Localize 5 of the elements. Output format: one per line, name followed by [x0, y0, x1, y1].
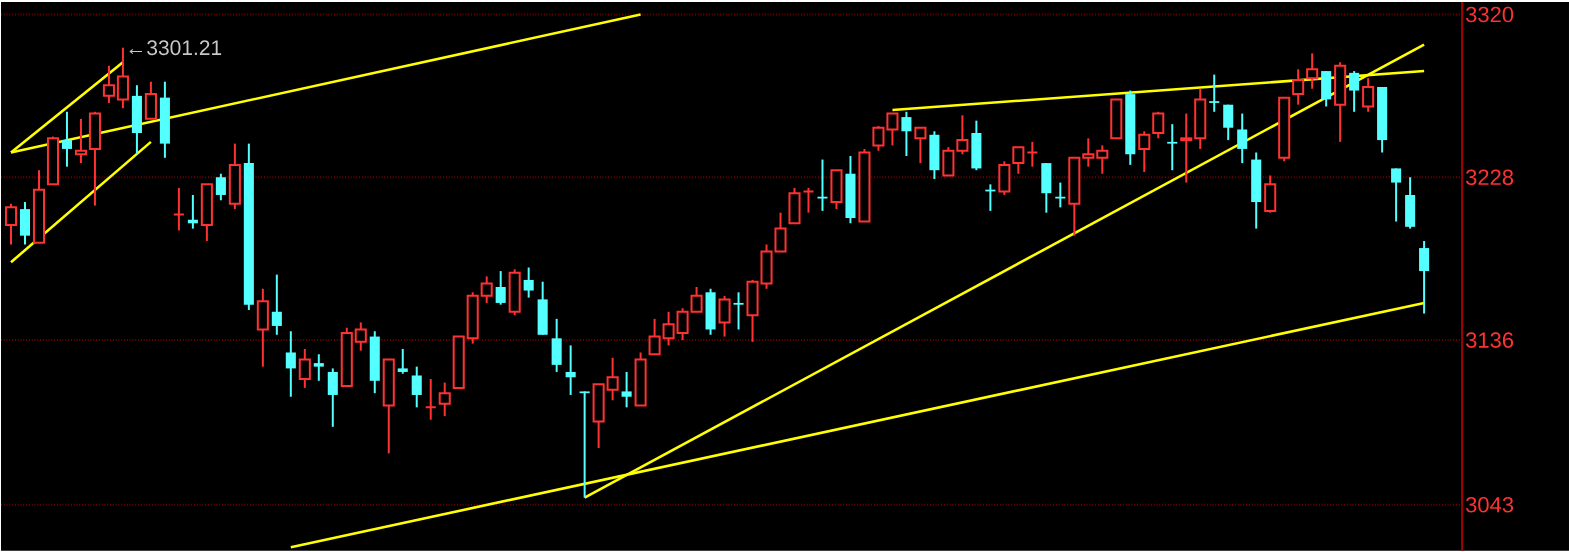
- y-tick-label: 3136: [1465, 332, 1514, 349]
- y-tick-label: 3228: [1465, 169, 1514, 186]
- y-tick-label: 3043: [1465, 497, 1514, 513]
- y-tick-label: 3320: [1465, 6, 1514, 23]
- annotation: ←3301.21: [129, 40, 222, 56]
